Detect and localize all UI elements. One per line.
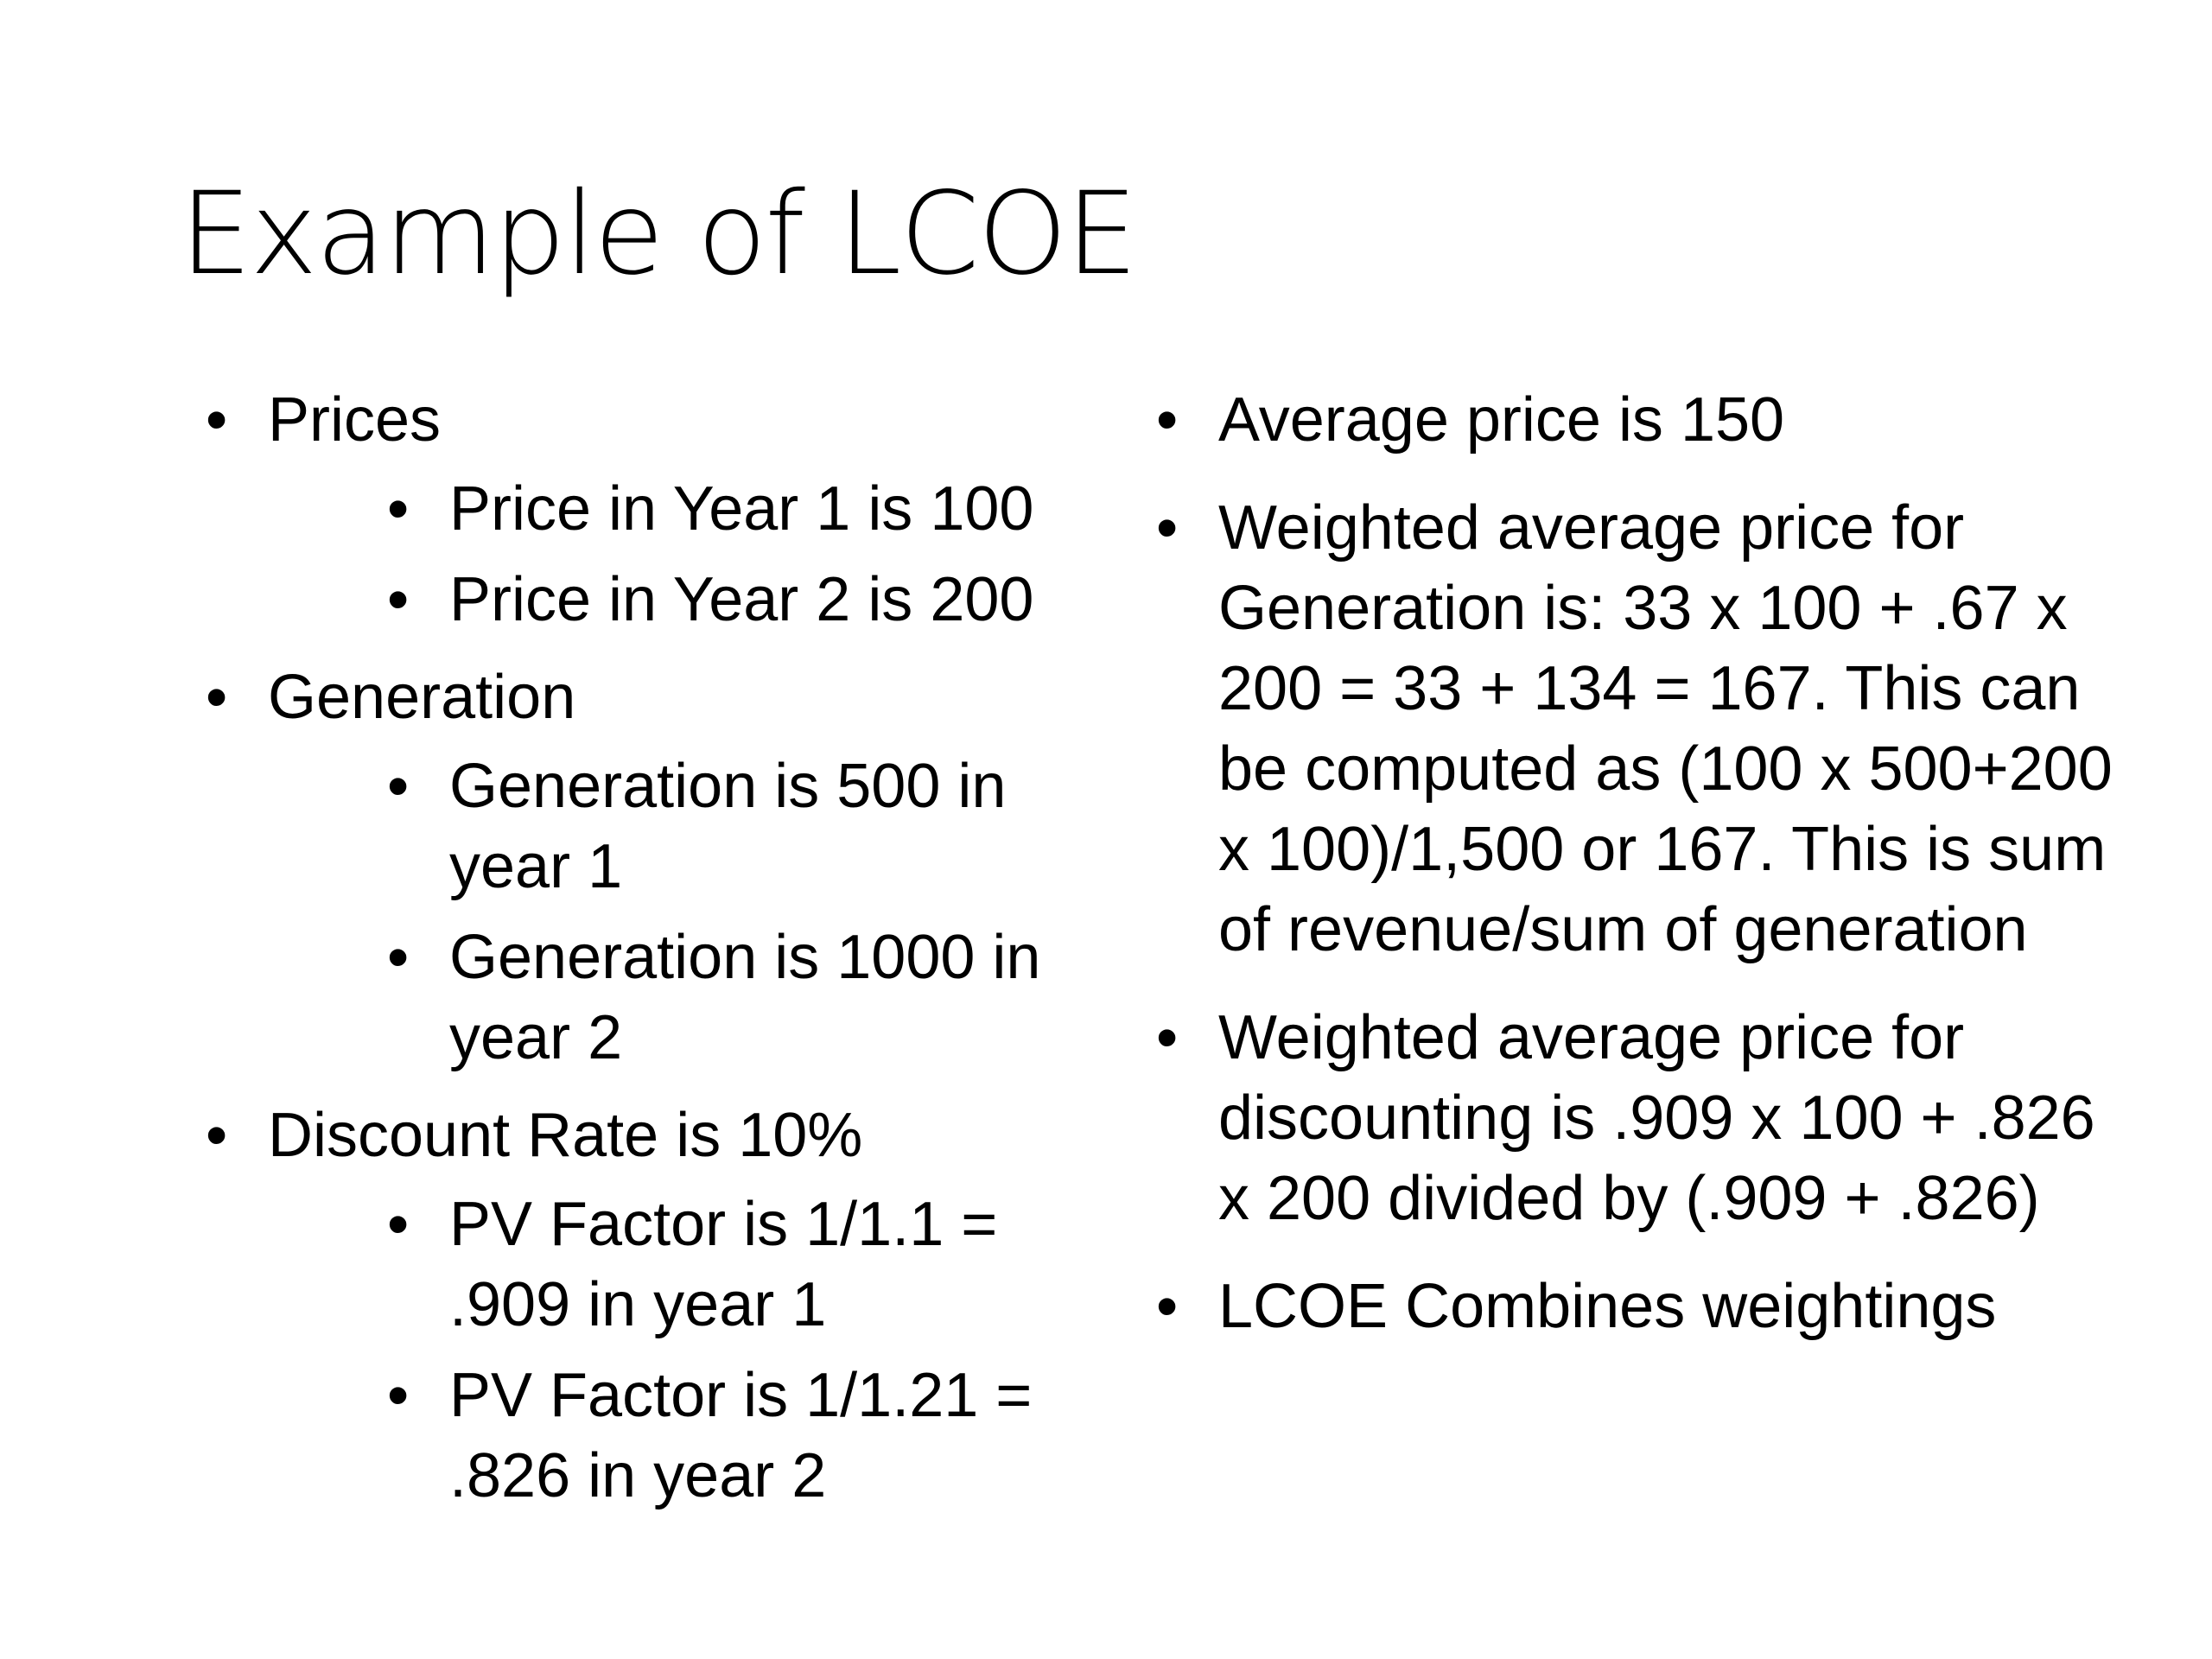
bullet-icon: •	[1156, 493, 1179, 563]
bullet-icon: •	[206, 663, 228, 732]
sub-bullet-list: • Price in Year 1 is 100 • Price in Year…	[268, 469, 1063, 640]
bullet-text: Average price is 150	[1218, 385, 1785, 454]
sub-bullet-item: • PV Factor is 1/1.21 = .826 in year 2	[380, 1356, 1063, 1516]
right-bullet-list: • Average price is 150 • Weighted averag…	[1149, 380, 2143, 1347]
bullet-text: Weighted average price for discounting i…	[1218, 1003, 2095, 1233]
sub-bullet-item: • Price in Year 1 is 100	[380, 469, 1063, 550]
bullet-text: Generation	[268, 663, 576, 732]
bullet-icon: •	[206, 385, 228, 454]
bullet-icon: •	[206, 1101, 228, 1170]
sub-bullet-list: • PV Factor is 1/1.1 = .909 in year 1 • …	[268, 1185, 1063, 1516]
sub-bullet-item: • Generation is 1000 in year 2	[380, 918, 1063, 1078]
slide-title: Example of LCOE	[180, 168, 1138, 301]
bullet-item: • Weighted average price for Generation …	[1149, 488, 2143, 970]
bullet-text: Prices	[268, 385, 442, 454]
sub-bullet-item: • PV Factor is 1/1.1 = .909 in year 1	[380, 1185, 1063, 1345]
bullet-icon: •	[387, 474, 410, 543]
sub-bullet-item: • Generation is 500 in year 1	[380, 747, 1063, 907]
left-column: • Prices • Price in Year 1 is 100 • Pric…	[199, 380, 1063, 1534]
bullet-item: • LCOE Combines weightings	[1149, 1267, 2143, 1347]
bullet-item: • Average price is 150	[1149, 380, 2143, 461]
sub-bullet-text: Generation is 500 in year 1	[449, 752, 1007, 901]
bullet-item: • Weighted average price for discounting…	[1149, 998, 2143, 1239]
bullet-text: Discount Rate is 10%	[268, 1101, 863, 1170]
sub-bullet-list: • Generation is 500 in year 1 • Generati…	[268, 747, 1063, 1078]
bullet-item: • Discount Rate is 10% • PV Factor is 1/…	[199, 1096, 1063, 1516]
bullet-item: • Generation • Generation is 500 in year…	[199, 658, 1063, 1078]
sub-bullet-text: Price in Year 2 is 200	[449, 565, 1034, 634]
bullet-icon: •	[387, 923, 410, 992]
bullet-icon: •	[1156, 1003, 1179, 1072]
sub-bullet-text: PV Factor is 1/1.1 = .909 in year 1	[449, 1190, 998, 1339]
sub-bullet-text: PV Factor is 1/1.21 = .826 in year 2	[449, 1361, 1033, 1510]
bullet-icon: •	[387, 752, 410, 821]
bullet-icon: •	[387, 565, 410, 634]
bullet-text: LCOE Combines weightings	[1218, 1272, 1997, 1341]
bullet-icon: •	[387, 1190, 410, 1259]
right-column: • Average price is 150 • Weighted averag…	[1149, 380, 2143, 1375]
bullet-item: • Prices • Price in Year 1 is 100 • Pric…	[199, 380, 1063, 640]
bullet-icon: •	[1156, 1272, 1179, 1341]
bullet-icon: •	[387, 1361, 410, 1430]
sub-bullet-item: • Price in Year 2 is 200	[380, 560, 1063, 640]
bullet-text: Weighted average price for Generation is…	[1218, 493, 2113, 964]
sub-bullet-text: Generation is 1000 in year 2	[449, 923, 1041, 1072]
left-bullet-list: • Prices • Price in Year 1 is 100 • Pric…	[199, 380, 1063, 1516]
bullet-icon: •	[1156, 385, 1179, 454]
sub-bullet-text: Price in Year 1 is 100	[449, 474, 1034, 543]
